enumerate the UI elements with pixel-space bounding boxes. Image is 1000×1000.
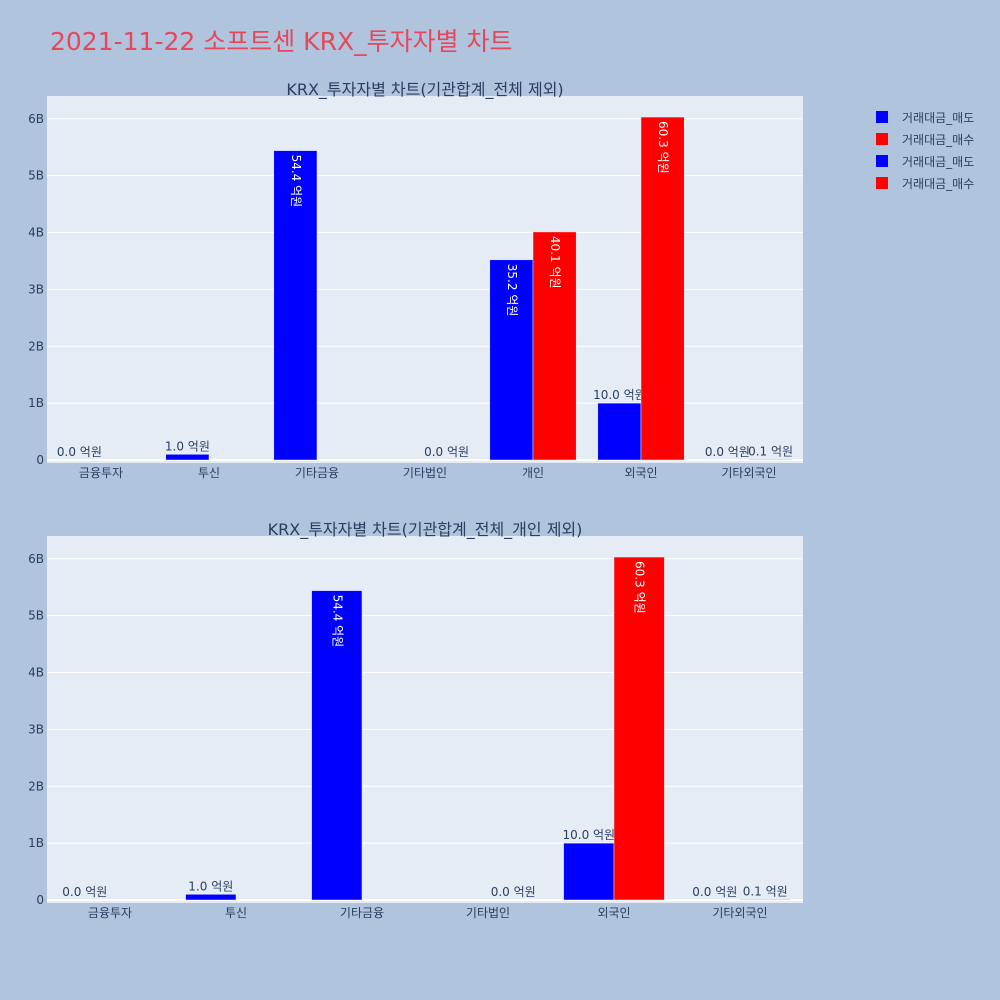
y-tick-label: 3B: [28, 282, 44, 296]
legend-swatch-buy: [876, 133, 888, 145]
legend-item[interactable]: 거래대금_매수: [876, 128, 974, 150]
bar: [273, 150, 318, 461]
legend-swatch-sell: [876, 155, 888, 167]
x-tick-label: 금융투자: [88, 906, 132, 920]
legend-swatch-sell: [876, 111, 888, 123]
page-title: 2021-11-22 소프트센 KRX_투자자별 차트: [50, 27, 513, 56]
data-label: 0.0 억원: [491, 885, 536, 899]
y-tick-label: 6B: [28, 552, 44, 566]
data-label: 0.0 억원: [57, 445, 102, 459]
data-label: 35.2 억원: [505, 264, 519, 317]
y-tick-label: 3B: [28, 722, 44, 736]
legend-item[interactable]: 거래대금_매수: [876, 172, 974, 194]
y-tick-label: 1B: [28, 396, 44, 410]
legend-item[interactable]: 거래대금_매도: [876, 106, 974, 128]
x-tick-label: 기타외국인: [712, 906, 767, 920]
x-tick-label: 기타법인: [466, 906, 510, 920]
legend-swatch-buy: [876, 177, 888, 189]
bar: [739, 899, 791, 901]
data-label: 0.1 억원: [743, 884, 788, 898]
y-tick-label: 5B: [28, 169, 44, 183]
bar: [613, 556, 665, 901]
chart-title: KRX_투자자별 차트(기관합계_전체 제외): [286, 80, 563, 100]
y-tick-label: 6B: [28, 112, 44, 126]
y-tick-label: 0: [36, 453, 44, 467]
y-tick-label: 1B: [28, 836, 44, 850]
y-tick-label: 5B: [28, 609, 44, 623]
data-label: 54.4 억원: [289, 155, 303, 208]
legend-item[interactable]: 거래대금_매도: [876, 150, 974, 172]
data-label: 10.0 억원: [562, 828, 615, 842]
x-tick-label: 기타외국인: [721, 466, 776, 480]
plot-area: [47, 536, 803, 903]
x-tick-label: 기타법인: [403, 466, 447, 480]
bar: [563, 842, 615, 901]
bar: [748, 459, 793, 461]
x-tick-label: 기타금융: [295, 466, 339, 480]
chart-title: KRX_투자자별 차트(기관합계_전체_개인 제외): [268, 520, 583, 540]
bar: [532, 231, 577, 461]
data-label: 0.0 억원: [424, 445, 469, 459]
y-tick-label: 4B: [28, 226, 44, 240]
y-tick-label: 0: [36, 893, 44, 907]
y-tick-label: 2B: [28, 339, 44, 353]
x-tick-label: 외국인: [624, 466, 657, 480]
bar: [489, 259, 534, 461]
x-tick-label: 기타금융: [340, 906, 384, 920]
bar: [597, 402, 642, 461]
y-tick-label: 2B: [28, 779, 44, 793]
y-tick-label: 4B: [28, 666, 44, 680]
plot-area: [47, 96, 803, 463]
bar: [165, 454, 210, 461]
bar: [185, 894, 237, 901]
legend-label: 거래대금_매수: [902, 132, 975, 147]
x-tick-label: 개인: [522, 466, 544, 480]
bar: [640, 116, 685, 461]
x-tick-label: 외국인: [597, 906, 630, 920]
legend-label: 거래대금_매도: [902, 110, 975, 125]
data-label: 54.4 억원: [330, 595, 344, 648]
bar: [311, 590, 363, 901]
legend: 거래대금_매도 거래대금_매수 거래대금_매도 거래대금_매수: [876, 106, 974, 194]
data-label: 60.3 억원: [633, 561, 647, 614]
data-label: 0.0 억원: [705, 445, 750, 459]
data-label: 0.0 억원: [62, 885, 107, 899]
data-label: 40.1 억원: [548, 236, 562, 289]
x-tick-label: 금융투자: [79, 466, 123, 480]
data-label: 0.1 억원: [748, 444, 793, 458]
data-label: 1.0 억원: [165, 439, 210, 453]
x-tick-label: 투신: [225, 906, 247, 920]
data-label: 1.0 억원: [188, 879, 233, 893]
data-label: 10.0 억원: [593, 388, 646, 402]
legend-label: 거래대금_매수: [902, 176, 975, 191]
x-tick-label: 투신: [198, 466, 220, 480]
legend-label: 거래대금_매도: [902, 154, 975, 169]
data-label: 0.0 억원: [692, 885, 737, 899]
data-label: 60.3 억원: [656, 121, 670, 174]
